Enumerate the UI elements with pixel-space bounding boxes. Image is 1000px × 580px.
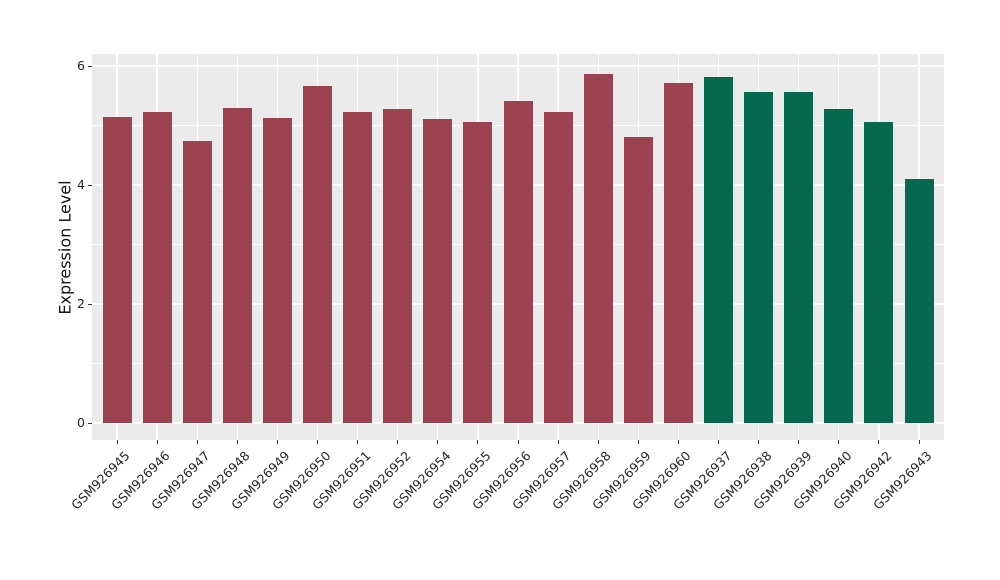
x-tick-mark <box>597 440 599 444</box>
y-tick-label: 4 <box>77 177 85 192</box>
x-tick-mark <box>918 440 920 444</box>
major-gridline <box>92 422 944 424</box>
x-tick-mark <box>477 440 479 444</box>
y-tick-label: 0 <box>77 415 85 430</box>
bar-GSM926959 <box>623 136 653 423</box>
x-tick-mark <box>838 440 840 444</box>
bar-GSM926952 <box>383 108 413 423</box>
y-tick-label: 2 <box>77 296 85 311</box>
x-tick-mark <box>677 440 679 444</box>
bar-GSM926957 <box>543 112 573 423</box>
bar-GSM926942 <box>864 121 894 423</box>
x-tick-mark <box>557 440 559 444</box>
x-tick-mark <box>718 440 719 444</box>
y-tick-mark <box>88 65 92 67</box>
bar-GSM926947 <box>182 140 212 423</box>
bar-GSM926946 <box>142 112 172 423</box>
y-tick-label: 6 <box>77 58 85 73</box>
x-tick-mark <box>397 440 399 444</box>
bar-GSM926948 <box>222 107 252 423</box>
x-tick-mark <box>637 440 639 444</box>
x-tick-mark <box>116 440 118 444</box>
bar-GSM926939 <box>784 91 814 423</box>
x-tick-mark <box>196 440 198 444</box>
bar-GSM926956 <box>503 101 533 423</box>
bar-GSM926943 <box>904 179 934 423</box>
bar-GSM926937 <box>704 77 733 423</box>
x-tick-mark <box>357 440 359 444</box>
y-tick-mark <box>88 422 92 424</box>
x-tick-mark <box>798 440 800 444</box>
bar-GSM926954 <box>423 118 453 423</box>
bar-GSM926950 <box>303 85 332 423</box>
bar-GSM926955 <box>463 121 493 423</box>
bar-GSM926951 <box>343 111 373 423</box>
x-tick-mark <box>317 440 318 444</box>
plot-panel <box>92 54 944 440</box>
x-tick-mark <box>437 440 439 444</box>
x-tick-mark <box>878 440 880 444</box>
x-tick-mark <box>517 440 519 444</box>
x-tick-mark <box>758 440 760 444</box>
y-tick-mark <box>88 184 92 186</box>
bar-GSM926938 <box>744 91 774 423</box>
x-tick-mark <box>156 440 158 444</box>
bar-GSM926949 <box>262 118 292 423</box>
x-tick-mark <box>236 440 238 444</box>
bar-GSM926940 <box>824 109 854 423</box>
bar-GSM926960 <box>663 83 693 423</box>
bar-GSM926958 <box>583 73 613 423</box>
major-gridline <box>92 65 944 67</box>
y-tick-mark <box>88 303 92 305</box>
bar-GSM926945 <box>102 116 132 423</box>
x-tick-mark <box>276 440 278 444</box>
